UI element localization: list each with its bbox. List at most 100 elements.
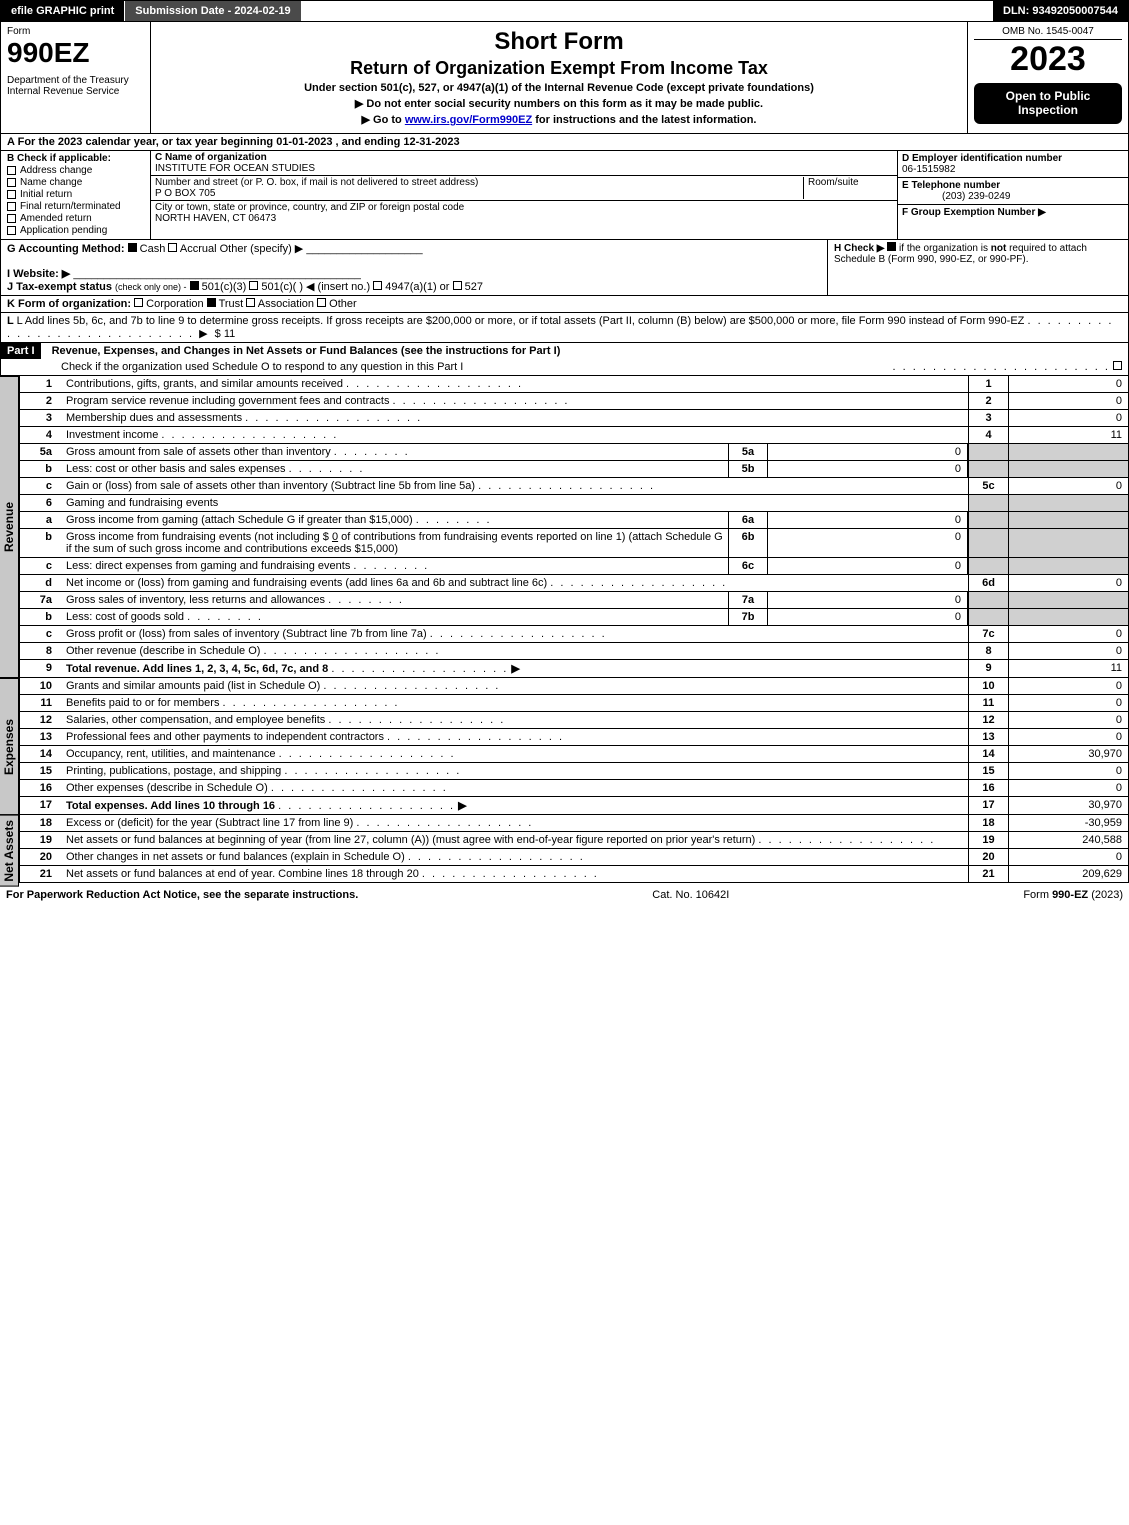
line-value: 11 — [1008, 427, 1128, 443]
c-name-label: C Name of organization — [155, 152, 267, 163]
line-desc: Net assets or fund balances at beginning… — [60, 832, 968, 848]
section-h: H Check ▶ if the organization is not req… — [828, 240, 1128, 295]
cb-schedule-b[interactable] — [887, 242, 896, 251]
line-value: 0 — [1008, 575, 1128, 591]
line-desc: Total revenue. Add lines 1, 2, 3, 4, 5c,… — [60, 660, 968, 677]
k-other: Other — [329, 298, 357, 310]
line-ref: 5c — [968, 478, 1008, 494]
line-value-shade — [1008, 444, 1128, 460]
cb-trust[interactable] — [207, 298, 216, 307]
phone-value: (203) 239-0249 — [902, 191, 1010, 202]
line-num: 8 — [20, 643, 60, 659]
instr-goto-a: ▶ Go to — [362, 114, 405, 126]
sub-value: 0 — [768, 461, 968, 477]
l-value: $ 11 — [215, 328, 236, 340]
sub-ref: 7b — [728, 609, 768, 625]
b-label: B Check if applicable: — [7, 153, 144, 164]
line-num: 15 — [20, 763, 60, 779]
e-phone: E Telephone number (203) 239-0249 — [898, 178, 1128, 205]
line-desc: Gross profit or (loss) from sales of inv… — [60, 626, 968, 642]
line-desc: Contributions, gifts, grants, and simila… — [60, 376, 968, 392]
sub-ref: 6b — [728, 529, 768, 557]
cb-4947[interactable] — [373, 281, 382, 290]
cb-501c[interactable] — [249, 281, 258, 290]
submission-date: Submission Date - 2024-02-19 — [125, 1, 300, 21]
cb-label: Amended return — [20, 213, 92, 224]
f-label: F Group Exemption Number ▶ — [902, 207, 1046, 218]
line-19: 19 Net assets or fund balances at beginn… — [19, 832, 1129, 849]
irs-link[interactable]: www.irs.gov/Form990EZ — [405, 114, 532, 126]
cb-assoc[interactable] — [246, 298, 255, 307]
cb-name-change[interactable]: Name change — [7, 177, 144, 188]
revenue-tab: Revenue — [0, 376, 19, 678]
line-6d: d Net income or (loss) from gaming and f… — [19, 575, 1129, 592]
line-6b: b Gross income from fundraising events (… — [19, 529, 1129, 558]
line-value: 0 — [1008, 626, 1128, 642]
line-ref: 7c — [968, 626, 1008, 642]
k-label: K Form of organization: — [7, 298, 131, 310]
line-num: 13 — [20, 729, 60, 745]
d-label: D Employer identification number — [902, 153, 1062, 164]
line-value: 0 — [1008, 780, 1128, 796]
omb-number: OMB No. 1545-0047 — [974, 26, 1122, 40]
line-2: 2 Program service revenue including gove… — [19, 393, 1129, 410]
line-desc: Occupancy, rent, utilities, and maintena… — [60, 746, 968, 762]
line-value-shade — [1008, 592, 1128, 608]
line-num: 10 — [20, 678, 60, 694]
page-footer: For Paperwork Reduction Act Notice, see … — [0, 887, 1129, 903]
line-ref: 14 — [968, 746, 1008, 762]
form-number: 990EZ — [7, 37, 144, 69]
line-value: 0 — [1008, 410, 1128, 426]
line-desc: Net assets or fund balances at end of ye… — [60, 866, 968, 882]
spacer — [301, 1, 993, 21]
cb-label: Application pending — [20, 225, 107, 236]
cb-application-pending[interactable]: Application pending — [7, 225, 144, 236]
line-6c: c Less: direct expenses from gaming and … — [19, 558, 1129, 575]
line-a-label: A — [7, 136, 18, 148]
cb-accrual[interactable] — [168, 243, 177, 252]
line-desc: Investment income . . . . . . . . . . . … — [60, 427, 968, 443]
line-num: c — [20, 478, 60, 494]
line-4: 4 Investment income . . . . . . . . . . … — [19, 427, 1129, 444]
k-trust: Trust — [219, 298, 244, 310]
cb-schedule-o-part1[interactable] — [1113, 361, 1122, 370]
cb-final-return[interactable]: Final return/terminated — [7, 201, 144, 212]
line-desc: Salaries, other compensation, and employ… — [60, 712, 968, 728]
cb-address-change[interactable]: Address change — [7, 165, 144, 176]
line-ref-shade — [968, 495, 1008, 511]
title-short-form: Short Form — [157, 28, 961, 56]
line-6: 6 Gaming and fundraising events — [19, 495, 1129, 512]
line-num: 11 — [20, 695, 60, 711]
form-header: Form 990EZ Department of the Treasury In… — [0, 22, 1129, 134]
cb-initial-return[interactable]: Initial return — [7, 189, 144, 200]
efile-button[interactable]: efile GRAPHIC print — [1, 1, 125, 21]
h-not: not — [991, 243, 1007, 254]
sub-value: 0 — [768, 444, 968, 460]
section-g: G Accounting Method: Cash Accrual Other … — [1, 240, 828, 295]
cb-amended-return[interactable]: Amended return — [7, 213, 144, 224]
line-ref: 17 — [968, 797, 1008, 814]
line-1: 1 Contributions, gifts, grants, and simi… — [19, 376, 1129, 393]
line-value: 0 — [1008, 376, 1128, 392]
org-name: INSTITUTE FOR OCEAN STUDIES — [155, 163, 315, 174]
line-value: 0 — [1008, 729, 1128, 745]
line-ref: 3 — [968, 410, 1008, 426]
line-value-shade — [1008, 461, 1128, 477]
dept-label: Department of the Treasury — [7, 75, 144, 86]
line-desc: Less: cost of goods sold . . . . . . . . — [60, 609, 728, 625]
title-return: Return of Organization Exempt From Incom… — [157, 58, 961, 79]
cb-501c3[interactable] — [190, 281, 199, 290]
line-ref: 19 — [968, 832, 1008, 848]
j-527: 527 — [465, 281, 483, 293]
line-num: b — [20, 609, 60, 625]
city-label: City or town, state or province, country… — [155, 202, 464, 213]
cb-other-org[interactable] — [317, 298, 326, 307]
cb-label: Name change — [20, 177, 82, 188]
cb-527[interactable] — [453, 281, 462, 290]
line-desc: Printing, publications, postage, and shi… — [60, 763, 968, 779]
line-num: 21 — [20, 866, 60, 882]
cb-cash[interactable] — [128, 243, 137, 252]
cb-corp[interactable] — [134, 298, 143, 307]
part1-header: Part I Revenue, Expenses, and Changes in… — [0, 343, 1129, 376]
line-ref: 1 — [968, 376, 1008, 392]
